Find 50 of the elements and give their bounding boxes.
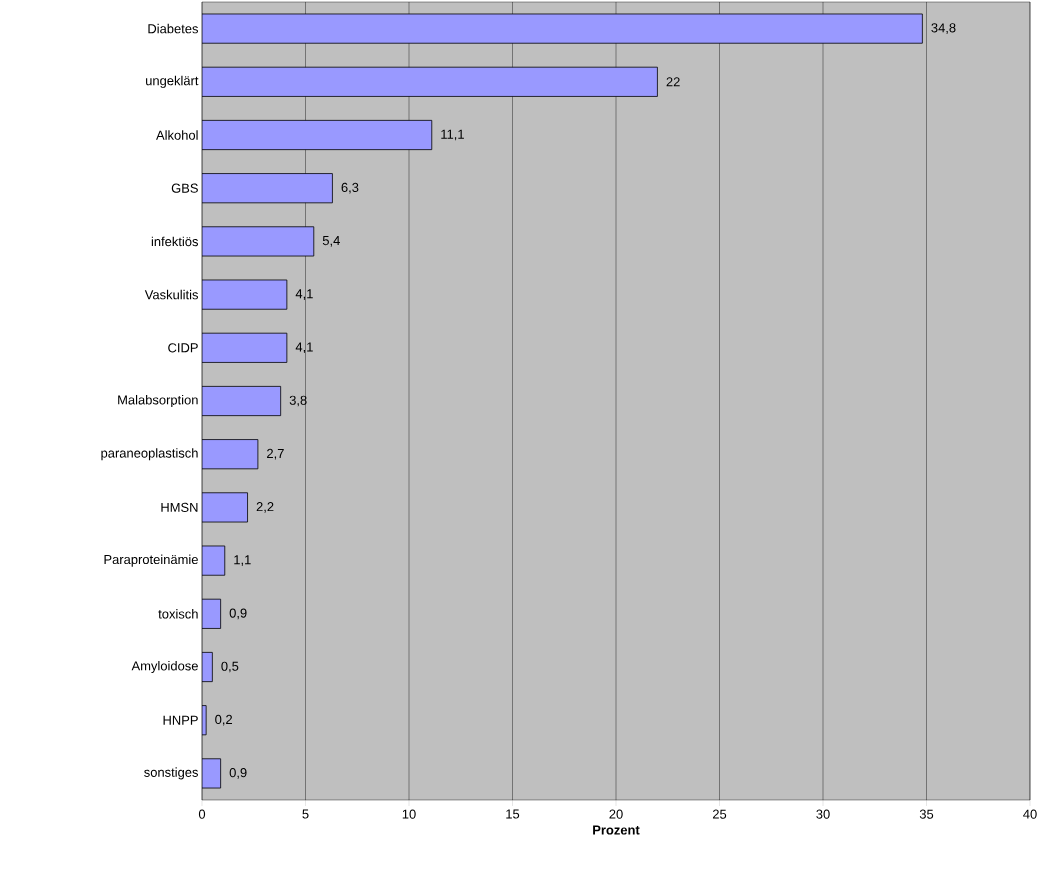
data-label: 0,9: [229, 768, 247, 779]
y-tick-label: sonstiges: [144, 767, 199, 780]
y-tick-label: HNPP: [163, 715, 198, 725]
y-tick-label: GBS: [171, 183, 198, 193]
data-label: 11,1: [441, 129, 464, 141]
data-label: 0,9: [229, 608, 247, 620]
data-label: 2,7: [267, 448, 284, 460]
data-label: 3,8: [289, 395, 307, 407]
data-label: 4,1: [295, 289, 313, 300]
bar: [202, 173, 333, 204]
y-tick-label: toxisch: [158, 609, 198, 619]
bar: [202, 439, 259, 470]
bar: [202, 119, 433, 151]
bar: [202, 385, 282, 417]
x-tick-label: 20: [609, 809, 623, 819]
x-tick-label: 0: [198, 809, 206, 819]
y-tick-label: Diabetes: [148, 23, 199, 34]
data-label: 0,5: [221, 661, 239, 673]
data-label: 4,1: [295, 342, 313, 354]
y-tick-label: Vaskulitis: [144, 289, 199, 300]
bar: [202, 279, 288, 310]
bar: [202, 492, 248, 523]
y-tick-label: Malabsorption: [118, 394, 198, 408]
bar: [202, 66, 658, 97]
x-tick-label: 5: [302, 809, 309, 819]
data-label: 34,8: [931, 23, 956, 34]
y-tick-label: infektiös: [151, 236, 199, 247]
y-tick-label: Alkohol: [156, 130, 198, 140]
y-tick-label: Paraproteinämie: [104, 554, 198, 567]
x-tick-label: 40: [1023, 809, 1037, 819]
x-tick-label: 15: [506, 809, 520, 819]
x-tick-label: 30: [816, 809, 830, 819]
y-tick-label: CIDP: [168, 343, 198, 353]
data-label: 22: [666, 77, 680, 87]
data-label: 2,2: [256, 502, 274, 513]
x-tick-label: 10: [402, 809, 416, 819]
y-tick-label: ungeklärt: [146, 75, 199, 88]
bar: [202, 13, 923, 44]
bar: [202, 332, 288, 363]
x-axis-title: Prozent: [593, 825, 640, 835]
data-label: 1,1: [234, 555, 251, 566]
y-tick-label: HMSN: [161, 502, 198, 512]
y-tick-label: Amyloidose: [131, 660, 198, 674]
data-label: 5,4: [322, 236, 340, 247]
x-tick-label: 35: [919, 809, 934, 819]
bar: [202, 226, 315, 257]
y-tick-label: paraneoplastisch: [101, 448, 198, 461]
x-tick-label: 25: [712, 809, 727, 819]
data-label: 6,3: [341, 182, 359, 194]
data-label: 0,2: [215, 714, 233, 726]
